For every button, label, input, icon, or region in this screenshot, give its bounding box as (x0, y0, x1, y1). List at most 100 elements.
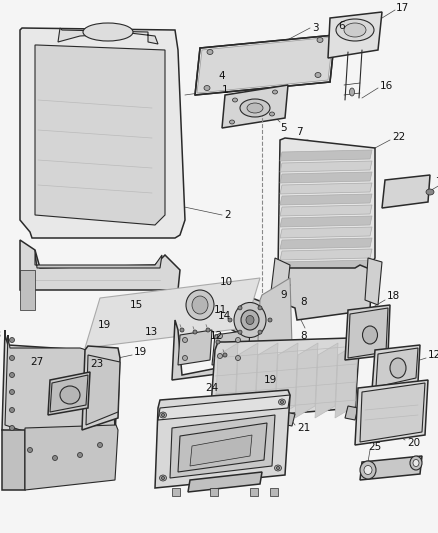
Text: 14: 14 (218, 311, 231, 321)
Text: 23: 23 (90, 359, 103, 369)
Text: 8: 8 (300, 297, 307, 307)
Polygon shape (195, 35, 335, 95)
Ellipse shape (240, 99, 270, 117)
Polygon shape (275, 343, 298, 418)
Ellipse shape (363, 326, 378, 344)
Text: 6: 6 (338, 21, 345, 31)
Text: 13: 13 (145, 327, 158, 337)
Polygon shape (278, 138, 375, 270)
Ellipse shape (236, 356, 240, 360)
Ellipse shape (269, 112, 275, 116)
Ellipse shape (344, 23, 366, 37)
Ellipse shape (10, 390, 14, 394)
Ellipse shape (162, 477, 165, 480)
Polygon shape (210, 488, 218, 496)
Polygon shape (372, 345, 420, 390)
Polygon shape (328, 12, 382, 58)
Polygon shape (82, 346, 120, 430)
Ellipse shape (230, 120, 234, 124)
Polygon shape (210, 328, 360, 420)
Ellipse shape (10, 408, 14, 413)
Polygon shape (280, 249, 372, 260)
Polygon shape (295, 343, 318, 418)
Polygon shape (215, 343, 238, 418)
Text: 13: 13 (0, 330, 2, 340)
Polygon shape (280, 183, 372, 194)
Polygon shape (335, 343, 358, 418)
Text: 11: 11 (214, 305, 227, 315)
Ellipse shape (258, 330, 262, 334)
Polygon shape (35, 250, 162, 268)
Polygon shape (25, 425, 118, 490)
Polygon shape (235, 343, 258, 418)
Ellipse shape (183, 337, 187, 343)
Ellipse shape (223, 353, 227, 357)
Polygon shape (232, 296, 270, 348)
Text: 18: 18 (387, 291, 400, 301)
Text: 25: 25 (368, 442, 381, 452)
Polygon shape (258, 278, 292, 358)
Polygon shape (85, 278, 260, 348)
Polygon shape (188, 472, 262, 492)
Text: 19: 19 (98, 320, 111, 330)
Polygon shape (20, 28, 185, 238)
Ellipse shape (159, 412, 166, 418)
Text: 20: 20 (407, 438, 420, 448)
Polygon shape (50, 375, 88, 412)
Ellipse shape (275, 465, 282, 471)
Polygon shape (376, 348, 418, 387)
Ellipse shape (216, 340, 220, 344)
Ellipse shape (241, 310, 259, 330)
Polygon shape (360, 456, 422, 480)
Ellipse shape (83, 23, 133, 41)
Polygon shape (155, 390, 290, 488)
Ellipse shape (272, 90, 278, 94)
Text: 2: 2 (224, 210, 231, 220)
Ellipse shape (315, 72, 321, 77)
Text: 27: 27 (30, 357, 43, 367)
Ellipse shape (234, 303, 266, 337)
Ellipse shape (206, 328, 210, 332)
Polygon shape (86, 355, 120, 425)
Text: 1: 1 (222, 85, 229, 95)
Polygon shape (280, 238, 372, 249)
Polygon shape (172, 488, 180, 496)
Polygon shape (345, 406, 358, 420)
Polygon shape (280, 161, 372, 172)
Ellipse shape (350, 88, 354, 96)
Polygon shape (48, 372, 90, 415)
Ellipse shape (233, 98, 237, 102)
Polygon shape (172, 320, 255, 380)
Polygon shape (282, 412, 295, 426)
Ellipse shape (413, 459, 419, 466)
Ellipse shape (183, 356, 187, 360)
Ellipse shape (276, 466, 279, 470)
Ellipse shape (410, 456, 422, 470)
Ellipse shape (390, 358, 406, 378)
Ellipse shape (236, 337, 240, 343)
Polygon shape (222, 85, 288, 128)
Ellipse shape (268, 318, 272, 322)
Ellipse shape (204, 85, 210, 91)
Ellipse shape (218, 334, 223, 338)
Text: 19: 19 (134, 347, 147, 357)
Polygon shape (270, 488, 278, 496)
Ellipse shape (186, 290, 214, 320)
Ellipse shape (193, 330, 197, 334)
Polygon shape (365, 258, 382, 305)
Ellipse shape (218, 353, 223, 359)
Polygon shape (280, 150, 372, 161)
Ellipse shape (180, 328, 184, 332)
Polygon shape (170, 415, 275, 478)
Text: 12: 12 (428, 350, 438, 360)
Polygon shape (382, 175, 430, 208)
Ellipse shape (317, 37, 323, 43)
Ellipse shape (258, 306, 262, 310)
Ellipse shape (247, 103, 263, 113)
Text: 8: 8 (300, 331, 307, 341)
Polygon shape (178, 423, 267, 472)
Text: 5: 5 (280, 123, 286, 133)
Polygon shape (5, 335, 115, 450)
Polygon shape (360, 383, 425, 442)
Polygon shape (197, 37, 333, 93)
